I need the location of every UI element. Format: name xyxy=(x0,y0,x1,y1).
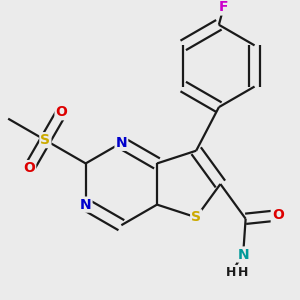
Text: O: O xyxy=(23,161,35,175)
Text: F: F xyxy=(219,1,228,14)
Text: S: S xyxy=(40,133,50,147)
Text: H: H xyxy=(238,266,248,279)
Text: O: O xyxy=(56,105,68,119)
Text: N: N xyxy=(116,136,127,150)
Text: N: N xyxy=(237,248,249,262)
Text: S: S xyxy=(191,210,201,224)
Text: O: O xyxy=(272,208,284,222)
Text: N: N xyxy=(80,198,92,212)
Text: H: H xyxy=(226,266,236,279)
